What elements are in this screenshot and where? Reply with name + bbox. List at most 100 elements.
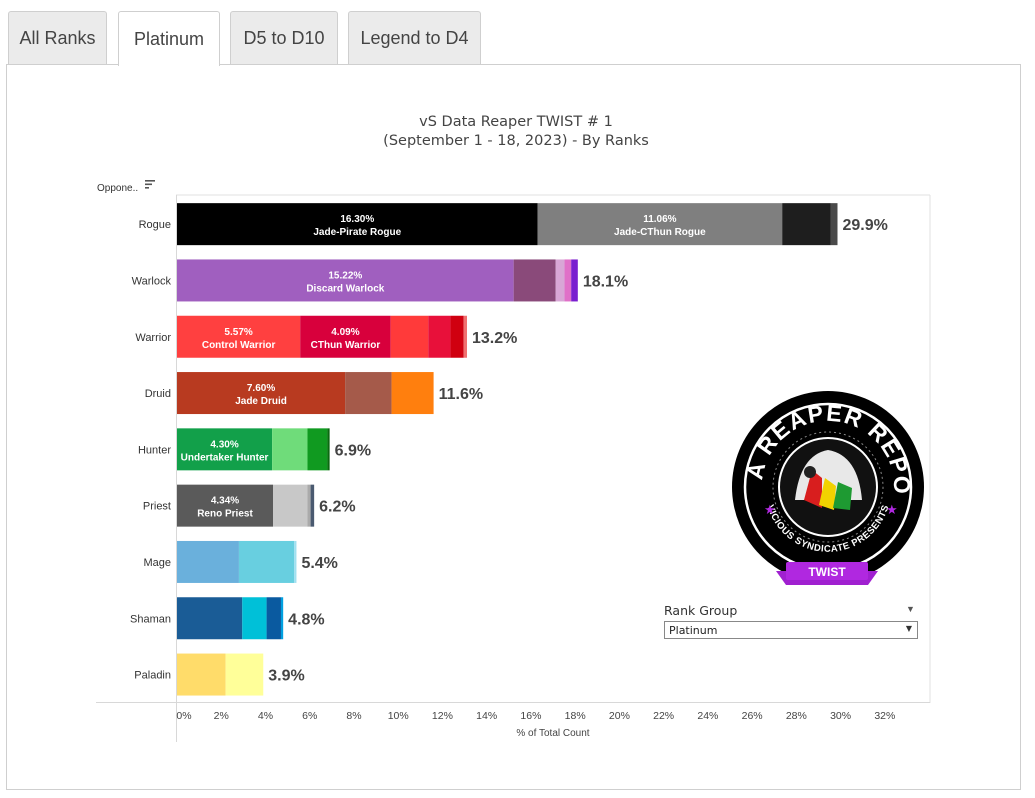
bar-segment-warlock-1[interactable]: [177, 259, 514, 302]
segment-archetype-label: Discard Warlock: [306, 283, 384, 294]
bar-segment-hunter-2[interactable]: [272, 428, 308, 471]
bar-total-label-druid: 11.6%: [439, 386, 483, 403]
x-tick-label: 18%: [565, 710, 586, 722]
bar-segment-rogue-3[interactable]: [782, 203, 831, 246]
segment-value-label: 16.30%: [340, 214, 374, 225]
bar-segment-warlock-3[interactable]: [555, 259, 565, 302]
segment-value-label: 15.22%: [328, 270, 362, 281]
bar-total-label-paladin: 3.9%: [268, 668, 304, 685]
bar-segment-rogue-2[interactable]: [537, 203, 783, 246]
bar-segment-warlock-4[interactable]: [564, 259, 572, 302]
category-label-warlock: Warlock: [132, 275, 172, 287]
tab-d5-to-d10[interactable]: D5 to D10: [230, 11, 338, 64]
segment-value-label: 5.57%: [224, 327, 252, 338]
x-tick-label: 24%: [697, 710, 718, 722]
category-label-paladin: Paladin: [134, 670, 171, 682]
svg-text:★: ★: [764, 502, 776, 517]
x-tick-label: 26%: [742, 710, 763, 722]
segment-value-label: 4.09%: [331, 327, 359, 338]
y-axis-header: Oppone..: [97, 183, 138, 194]
segment-archetype-label: Reno Priest: [197, 509, 253, 520]
bar-segment-druid-3[interactable]: [391, 372, 434, 415]
bar-segment-warrior-1[interactable]: [177, 315, 301, 358]
category-label-shaman: Shaman: [130, 613, 171, 625]
bar-total-label-warrior: 13.2%: [472, 330, 517, 347]
segment-archetype-label: Jade-CThun Rogue: [614, 227, 706, 238]
x-axis-ticks: 0% 2% 4% 6% 8% 10% 12% 14% 16% 18% 20% 22% 24% 26% 28%…: [176, 710, 895, 722]
rank-group-menu-icon[interactable]: ▼: [906, 604, 915, 614]
sort-icon[interactable]: [145, 180, 155, 189]
rank-group-label: Rank Group: [664, 603, 738, 618]
bar-total-label-shaman: 4.8%: [288, 611, 324, 628]
x-tick-label: 6%: [302, 710, 317, 722]
tab-platinum[interactable]: Platinum: [118, 11, 220, 66]
svg-text:TWIST: TWIST: [808, 565, 846, 579]
x-tick-label: 30%: [830, 710, 851, 722]
bar-segment-priest-4[interactable]: [310, 484, 315, 527]
bar-segment-warlock-5[interactable]: [571, 259, 578, 302]
bar-segment-rogue-4[interactable]: [830, 203, 838, 246]
x-tick-label: 8%: [346, 710, 361, 722]
segment-archetype-label: CThun Warrior: [311, 340, 381, 351]
category-label-druid: Druid: [145, 388, 171, 400]
bar-segment-mage-2[interactable]: [238, 540, 295, 583]
bar-segment-mage-3[interactable]: [294, 540, 297, 583]
segment-value-label: 7.60%: [247, 383, 275, 394]
x-tick-label: 28%: [786, 710, 807, 722]
bar-total-label-rogue: 29.9%: [843, 217, 888, 234]
bar-segment-mage-1[interactable]: [177, 540, 239, 583]
svg-text:DATA REAPER REPORT: DATA REAPER REPORT: [0, 0, 915, 496]
x-tick-label: 12%: [432, 710, 453, 722]
x-tick-label: 16%: [520, 710, 541, 722]
chart-title: vS Data Reaper TWIST # 1: [419, 114, 613, 130]
bar-segment-shaman-1[interactable]: [177, 597, 243, 640]
bar-segment-paladin-2[interactable]: [225, 653, 264, 696]
segment-value-label: 11.06%: [643, 214, 676, 225]
category-label-hunter: Hunter: [138, 444, 171, 456]
bar-total-label-priest: 6.2%: [319, 499, 355, 516]
x-tick-label: 20%: [609, 710, 630, 722]
bar-segment-hunter-4[interactable]: [327, 428, 330, 471]
bar-segment-priest-1[interactable]: [177, 484, 274, 527]
bar-series: 16.30% Jade-Pirate Rogue 11.06% Jade-CThun …: [177, 203, 888, 696]
bar-total-label-warlock: 18.1%: [583, 273, 628, 290]
bar-total-label-mage: 5.4%: [301, 555, 337, 572]
bar-segment-shaman-2[interactable]: [242, 597, 267, 640]
category-label-priest: Priest: [143, 501, 171, 513]
bar-segment-priest-2[interactable]: [273, 484, 308, 527]
bar-segment-hunter-1[interactable]: [177, 428, 273, 471]
segment-archetype-label: Control Warrior: [202, 340, 276, 351]
bar-segment-druid-2[interactable]: [345, 372, 392, 415]
bar-segment-warrior-2[interactable]: [300, 315, 391, 358]
bar-segment-shaman-3[interactable]: [266, 597, 281, 640]
svg-text:★: ★: [886, 502, 898, 517]
tab-legend-to-d4[interactable]: Legend to D4: [348, 11, 481, 64]
x-tick-label: 32%: [874, 710, 895, 722]
rank-group-select[interactable]: Platinum ▼: [664, 621, 918, 639]
category-label-mage: Mage: [143, 557, 171, 569]
tab-all-ranks[interactable]: All Ranks: [8, 11, 107, 64]
bar-segment-warrior-4[interactable]: [428, 315, 451, 358]
segment-value-label: 4.30%: [210, 439, 238, 450]
x-tick-label: 14%: [476, 710, 497, 722]
bar-segment-shaman-4[interactable]: [280, 597, 284, 640]
bar-segment-priest-3[interactable]: [307, 484, 311, 527]
x-tick-label: 10%: [388, 710, 409, 722]
bar-segment-warlock-2[interactable]: [513, 259, 556, 302]
segment-value-label: 4.34%: [211, 496, 239, 507]
chevron-down-icon: ▼: [905, 624, 912, 633]
chart-subtitle: (September 1 - 18, 2023) - By Ranks: [383, 133, 649, 149]
bar-segment-warrior-5[interactable]: [450, 315, 464, 358]
bar-total-label-hunter: 6.9%: [335, 442, 371, 459]
bar-segment-paladin-1[interactable]: [177, 653, 226, 696]
bar-segment-druid-1[interactable]: [177, 372, 346, 415]
bar-segment-rogue-1[interactable]: [177, 203, 538, 246]
x-tick-label: 4%: [258, 710, 273, 722]
bar-segment-warrior-6[interactable]: [463, 315, 467, 358]
segment-archetype-label: Undertaker Hunter: [181, 452, 269, 463]
bar-segment-warrior-3[interactable]: [390, 315, 429, 358]
bar-segment-hunter-3[interactable]: [307, 428, 328, 471]
x-tick-label: 0%: [176, 710, 191, 722]
category-label-warrior: Warrior: [135, 332, 171, 344]
